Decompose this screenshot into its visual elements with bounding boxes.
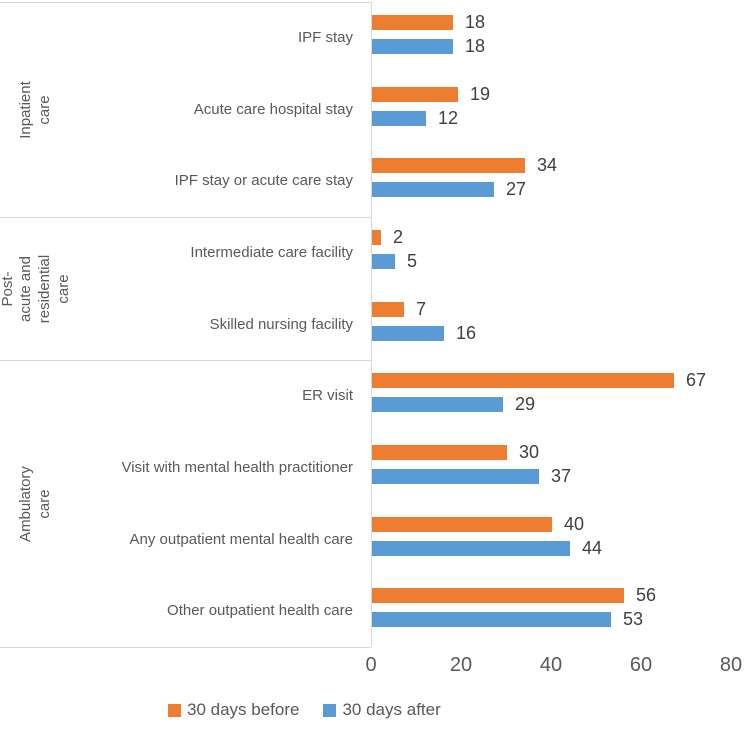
bar-value-label: 44 [582, 538, 603, 558]
bar-before [372, 445, 507, 460]
bar-value-label: 19 [470, 84, 491, 104]
category-axis-line [371, 2, 372, 647]
bar-after [372, 397, 503, 412]
category-label: IPF stay or acute care stay [174, 172, 353, 189]
legend: 30 days before 30 days after [168, 700, 441, 720]
bar-after [372, 612, 611, 627]
bar-before [372, 158, 525, 173]
legend-label-before: 30 days before [187, 700, 300, 719]
bar-value-label: 7 [416, 299, 427, 319]
bar-value-label: 67 [686, 370, 707, 390]
bar-before [372, 15, 453, 30]
x-tick-label: 0 [365, 654, 377, 676]
x-tick-label: 60 [629, 654, 653, 676]
group-divider [0, 360, 371, 361]
x-tick-label: 20 [449, 654, 473, 676]
legend-label-after: 30 days after [342, 700, 441, 719]
category-label: Other outpatient health care [167, 602, 353, 619]
bar-value-label: 34 [537, 155, 558, 175]
bar-before [372, 373, 674, 388]
bar-after [372, 111, 426, 126]
category-label: IPF stay [297, 29, 353, 46]
bar-value-label: 29 [515, 394, 536, 414]
category-label: Skilled nursing facility [209, 316, 353, 333]
legend-item-30-days-after: 30 days after [323, 700, 441, 720]
bar-value-label: 53 [623, 609, 644, 629]
bar-before [372, 230, 381, 245]
bar-value-label: 27 [506, 179, 527, 199]
category-label: Intermediate care facility [190, 244, 353, 261]
bar-after [372, 182, 494, 197]
x-tick-label: 40 [539, 654, 563, 676]
legend-item-30-days-before: 30 days before [168, 700, 299, 720]
category-label: Any outpatient mental health care [129, 531, 353, 548]
group-divider [0, 647, 371, 648]
bar-value-label: 16 [456, 323, 477, 343]
bar-value-label: 40 [564, 514, 585, 534]
bar-after [372, 541, 570, 556]
bar-value-label: 30 [519, 442, 540, 462]
bar-value-label: 56 [636, 585, 657, 605]
bar-before [372, 588, 624, 603]
bar-value-label: 5 [407, 251, 418, 271]
bar-after [372, 326, 444, 341]
bar-before [372, 302, 404, 317]
category-label: ER visit [302, 387, 353, 404]
bar-value-label: 37 [551, 466, 572, 486]
bar-value-label: 18 [465, 36, 486, 56]
bar-before [372, 87, 458, 102]
bar-value-label: 2 [393, 227, 404, 247]
bar-after [372, 39, 453, 54]
bar-after [372, 254, 395, 269]
category-label: Acute care hospital stay [193, 101, 353, 118]
bar-value-label: 12 [438, 108, 459, 128]
legend-swatch-after [323, 703, 337, 717]
group-divider [0, 217, 371, 218]
x-tick-label: 80 [719, 654, 743, 676]
category-label: Visit with mental health practitioner [121, 459, 353, 476]
legend-swatch-before [168, 703, 181, 717]
bar-after [372, 469, 539, 484]
bar-before [372, 517, 552, 532]
bar-value-label: 18 [465, 12, 486, 32]
group-divider [0, 2, 371, 3]
